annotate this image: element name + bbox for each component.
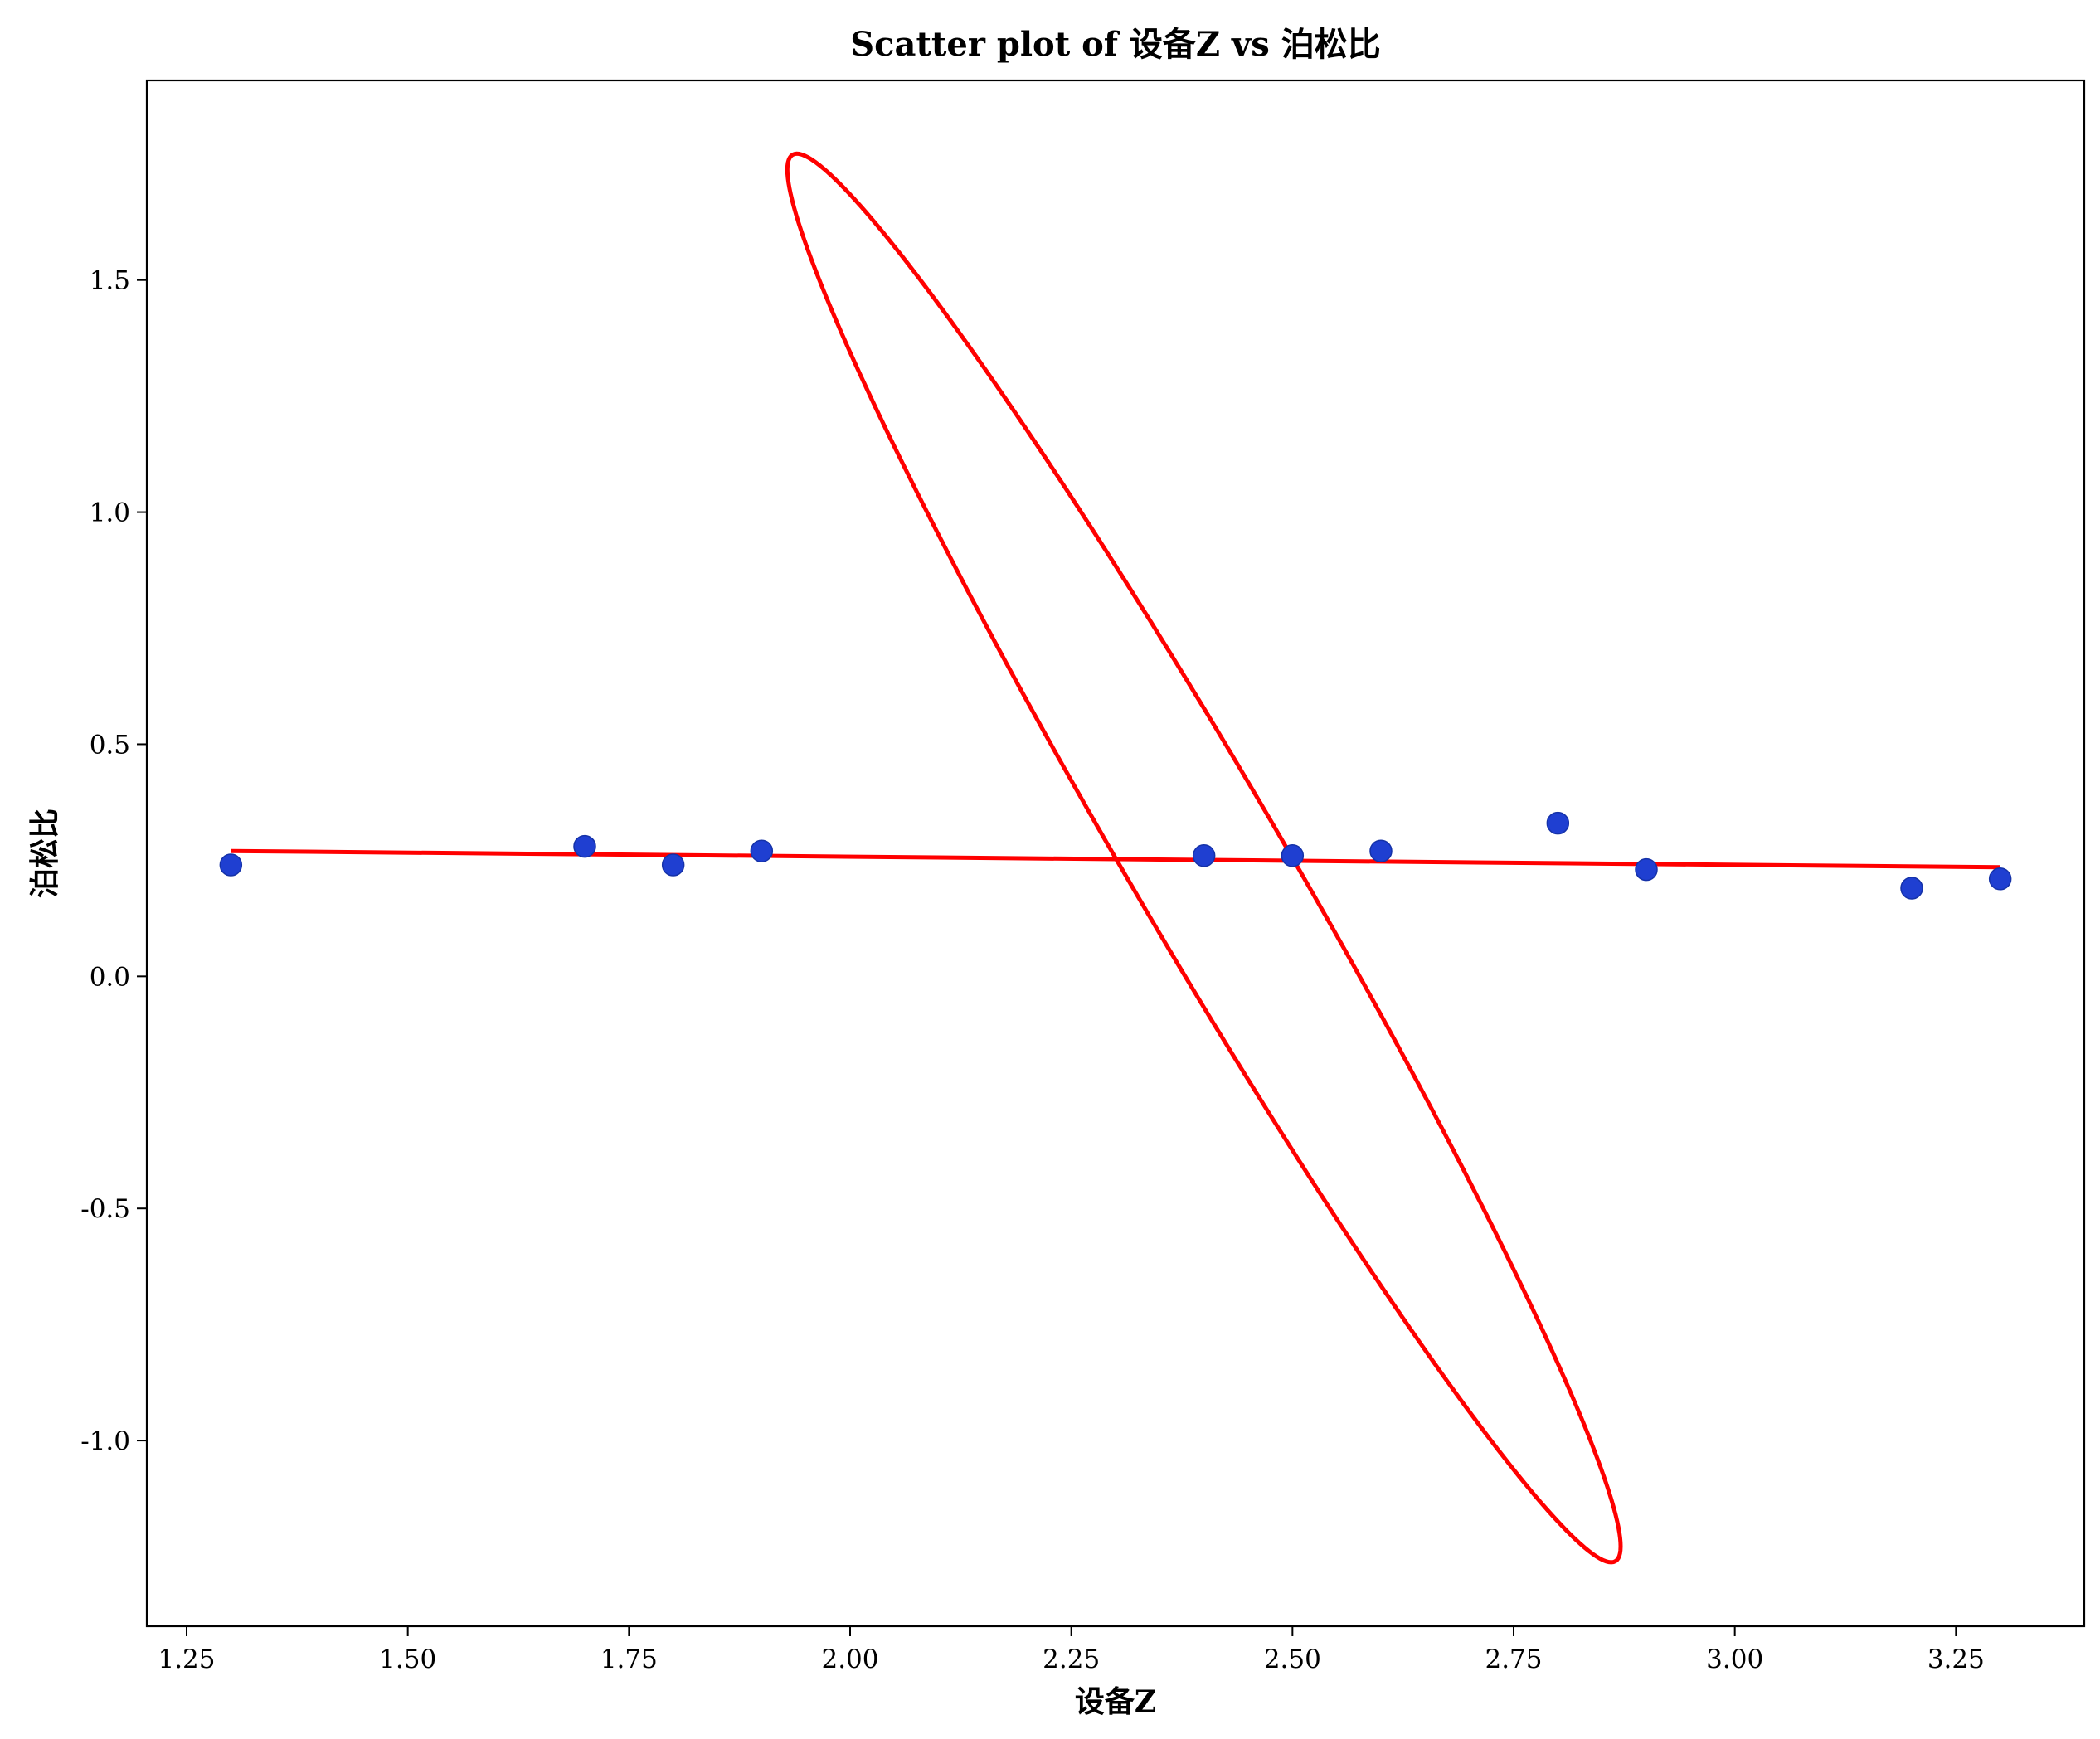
regression-line [231, 848, 2000, 870]
scatter-point [219, 853, 243, 877]
x-tick-label: 3.25 [1927, 1644, 1985, 1674]
y-tick-label: 1.5 [90, 266, 130, 296]
scatter-point [1635, 857, 1658, 882]
y-axis-ticks: -1.0 -0.5 0.0 0.5 1.0 1.5 [80, 266, 147, 1456]
scatter-point [1369, 839, 1393, 862]
points-layer [219, 811, 2012, 900]
x-tick-label: 2.25 [1043, 1644, 1100, 1674]
scatter-point [1988, 867, 2012, 891]
scatter-point [750, 839, 774, 862]
x-axis-ticks: 1.25 1.50 1.75 2.00 2.25 2.50 2.75 3.00 3.25 [158, 1626, 1985, 1674]
y-tick-label: 1.0 [90, 498, 130, 528]
confidence-ellipse [785, 151, 1623, 1565]
y-axis-label: 泊松比 [27, 809, 62, 898]
scatter-point [661, 853, 685, 877]
scatter-point [1546, 811, 1570, 835]
x-tick-label: 2.50 [1264, 1644, 1321, 1674]
x-axis-label: 设备Z [1075, 1684, 1156, 1719]
scatter-point [1281, 844, 1305, 867]
x-tick-label: 2.00 [821, 1644, 878, 1674]
y-tick-label: 0.0 [90, 962, 130, 992]
scatter-point [1900, 877, 1923, 900]
x-tick-label: 1.25 [158, 1644, 215, 1674]
x-tick-label: 3.00 [1706, 1644, 1763, 1674]
fit-line-layer [231, 848, 2000, 870]
scatter-point [573, 834, 596, 858]
chart-title: Scatter plot of 设备Z vs 泊松比 [850, 25, 1380, 64]
y-tick-label: -1.0 [80, 1426, 130, 1456]
x-tick-label: 1.50 [379, 1644, 436, 1674]
y-tick-label: 0.5 [90, 730, 130, 760]
plot-frame [145, 79, 2086, 1628]
ellipse-layer [785, 151, 1623, 1565]
y-tick-label: -0.5 [80, 1194, 130, 1224]
scatter-point [1192, 844, 1216, 867]
x-tick-label: 1.75 [600, 1644, 658, 1674]
x-tick-label: 2.75 [1485, 1644, 1542, 1674]
